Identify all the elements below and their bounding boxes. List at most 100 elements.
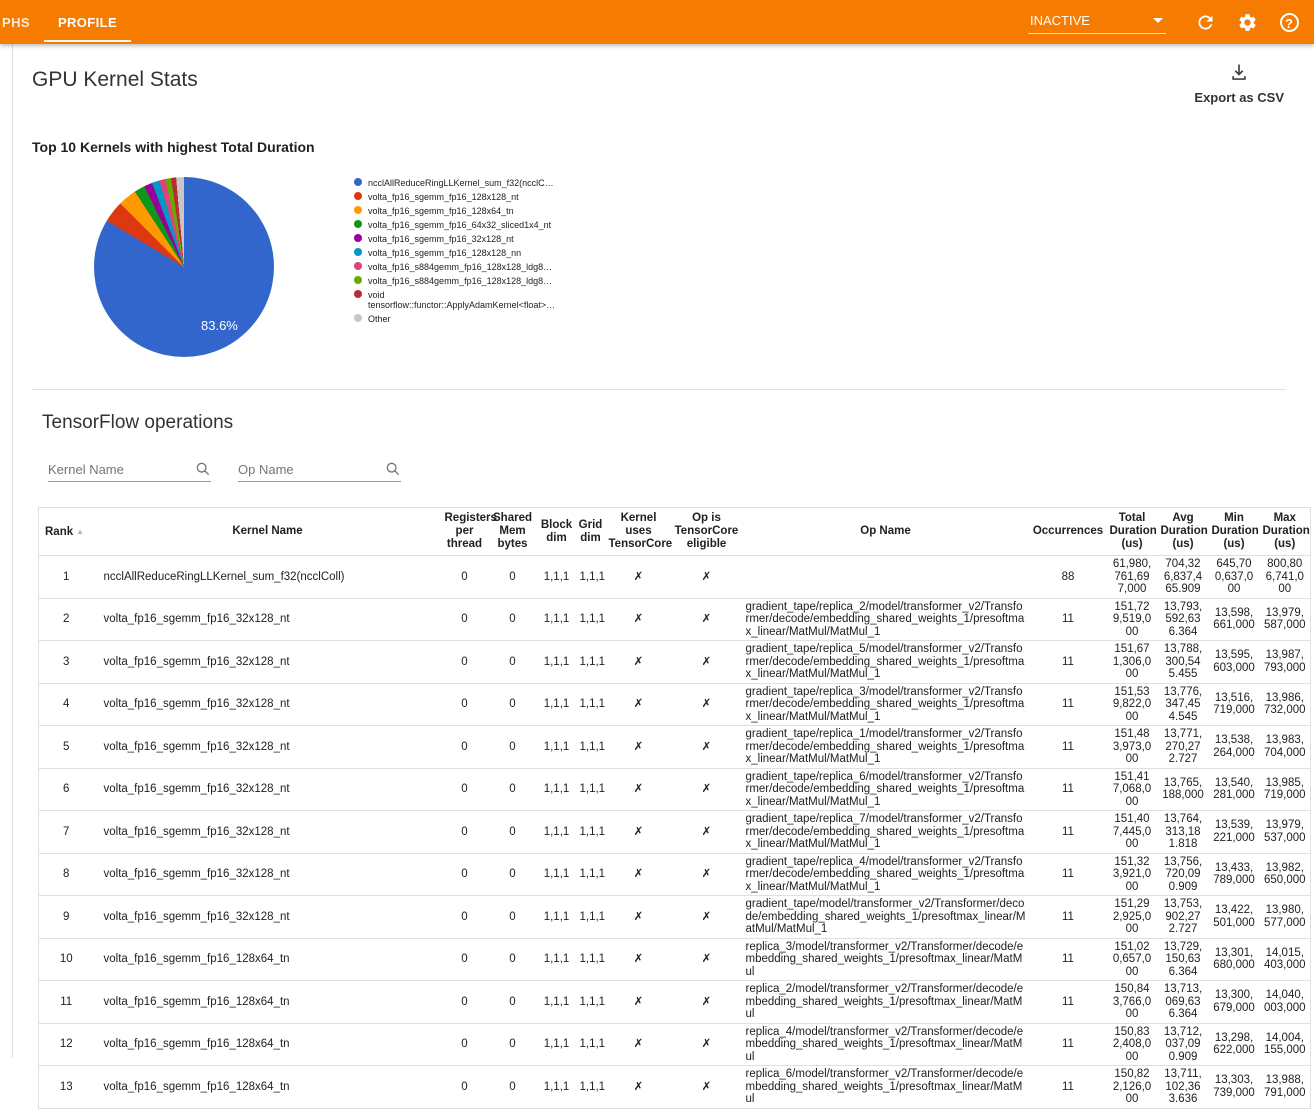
cell-op-name [741, 555, 1030, 598]
cell-total-duration: 61,980,761,697,000 [1106, 555, 1158, 598]
sort-asc-icon: ▲ [76, 526, 85, 536]
profile-pane: GPU Kernel Stats Export as CSV Top 10 Ke… [12, 44, 1314, 1109]
cell-kernel-name: volta_fp16_sgemm_fp16_128x64_tn [93, 1022, 442, 1066]
cell-occurrences: 11 [1029, 725, 1107, 768]
column-header-grid-dim[interactable]: Grid dim [575, 507, 606, 556]
cell-shared-mem-bytes: 0 [487, 810, 538, 853]
cell-grid-dim: 1,1,1 [575, 555, 606, 598]
table-row[interactable]: 8 volta_fp16_sgemm_fp16_32x128_nt 0 0 1,1,1 1… [38, 852, 1311, 896]
pie-chart: 83.6% ncclAllReduceRingLLKernel_sum_f32(… [32, 177, 1286, 373]
cell-min-duration: 13,539,221,000 [1208, 810, 1260, 853]
column-header-total-duration[interactable]: Total Duration (us) [1106, 507, 1158, 556]
cell-avg-duration: 13,776,347,454.545 [1157, 682, 1209, 726]
column-header-min-duration[interactable]: Min Duration (us) [1208, 507, 1260, 556]
cell-kernel-name: volta_fp16_sgemm_fp16_32x128_nt [93, 810, 442, 853]
tab-profile[interactable]: PROFILE [43, 0, 132, 44]
table-row[interactable]: 11 volta_fp16_sgemm_fp16_128x64_tn 0 0 1,1,1… [38, 980, 1311, 1023]
cell-shared-mem-bytes: 0 [487, 767, 538, 811]
legend-item: volta_fp16_s884gemm_fp16_128x128_ldg8… [354, 276, 554, 286]
cell-op-name: gradient_tape/replica_7/model/transforme… [741, 810, 1030, 853]
column-header-occurrences[interactable]: Occurrences [1029, 507, 1107, 556]
cell-registers-per-thread: 0 [441, 597, 488, 641]
cell-min-duration: 13,538,264,000 [1208, 725, 1260, 768]
column-header-op-name[interactable]: Op Name [741, 507, 1030, 556]
cell-total-duration: 151,417,068,000 [1106, 767, 1158, 811]
cell-rank: 3 [38, 640, 94, 683]
cell-total-duration: 151,292,925,000 [1106, 895, 1158, 938]
cell-op-tensorcore-eligible: ✗ [671, 810, 742, 853]
cell-grid-dim: 1,1,1 [575, 682, 606, 726]
column-header-avg-duration[interactable]: Avg Duration (us) [1157, 507, 1209, 556]
table-row[interactable]: 4 volta_fp16_sgemm_fp16_32x128_nt 0 0 1,1,1 1… [38, 682, 1311, 726]
column-header-block-dim[interactable]: Block dim [537, 507, 576, 556]
section-divider [32, 389, 1286, 390]
op-name-filter [238, 461, 401, 482]
cell-shared-mem-bytes: 0 [487, 725, 538, 768]
op-name-input[interactable] [238, 461, 385, 477]
column-header-rank[interactable]: Rank ▲ [38, 507, 94, 556]
filters-row [48, 461, 1298, 482]
table-row[interactable]: 10 volta_fp16_sgemm_fp16_128x64_tn 0 0 1,1,1… [38, 937, 1311, 981]
cell-max-duration: 14,040,003,000 [1259, 980, 1311, 1023]
column-header-kernel-uses-tensorcore[interactable]: Kernel uses TensorCore [605, 507, 672, 556]
cell-shared-mem-bytes: 0 [487, 1022, 538, 1066]
cell-grid-dim: 1,1,1 [575, 1022, 606, 1066]
cell-op-tensorcore-eligible: ✗ [671, 1022, 742, 1066]
cell-min-duration: 13,300,679,000 [1208, 980, 1260, 1023]
cell-max-duration: 13,988,791,000 [1259, 1065, 1311, 1108]
operations-title: TensorFlow operations [42, 412, 234, 433]
table-row[interactable]: 3 volta_fp16_sgemm_fp16_32x128_nt 0 0 1,1,1 1… [38, 640, 1311, 683]
table-row[interactable]: 1 ncclAllReduceRingLLKernel_sum_f32(ncclC… [38, 555, 1311, 598]
cell-kernel-uses-tensorcore: ✗ [605, 767, 672, 811]
column-header-shared-mem-bytes[interactable]: Shared Mem bytes [487, 507, 538, 556]
cell-op-name: gradient_tape/replica_5/model/transforme… [741, 640, 1030, 683]
cell-op-tensorcore-eligible: ✗ [671, 1065, 742, 1108]
legend-swatch [354, 314, 362, 322]
cell-min-duration: 13,298,622,000 [1208, 1022, 1260, 1066]
pie-slices[interactable] [94, 177, 274, 357]
settings-button[interactable] [1235, 10, 1259, 34]
column-header-registers-per-thread[interactable]: Registers per thread [441, 507, 497, 556]
cell-occurrences: 11 [1029, 682, 1107, 726]
cell-min-duration: 13,595,603,000 [1208, 640, 1260, 683]
cell-op-tensorcore-eligible: ✗ [671, 597, 742, 641]
cell-rank: 8 [38, 852, 94, 896]
table-row[interactable]: 13 volta_fp16_sgemm_fp16_128x64_tn 0 0 1,1,1… [38, 1065, 1311, 1108]
cell-occurrences: 11 [1029, 640, 1107, 683]
cell-op-tensorcore-eligible: ✗ [671, 895, 742, 938]
cell-avg-duration: 13,729,150,636.364 [1157, 937, 1209, 981]
cell-occurrences: 11 [1029, 597, 1107, 641]
cell-rank: 4 [38, 682, 94, 726]
column-header-op-tensorcore-eligible[interactable]: Op is TensorCore eligible [671, 507, 742, 556]
cell-op-tensorcore-eligible: ✗ [671, 555, 742, 598]
table-row[interactable]: 6 volta_fp16_sgemm_fp16_32x128_nt 0 0 1,1,1 1… [38, 767, 1311, 811]
tab-graphs[interactable]: PHS [2, 15, 30, 30]
cell-rank: 10 [38, 937, 94, 981]
cell-max-duration: 13,980,577,000 [1259, 895, 1311, 938]
cell-kernel-uses-tensorcore: ✗ [605, 1065, 672, 1108]
table-body: 1 ncclAllReduceRingLLKernel_sum_f32(ncclC… [38, 555, 1311, 1108]
legend-label: volta_fp16_sgemm_fp16_128x128_nn [368, 248, 522, 258]
run-selector[interactable]: INACTIVE [1028, 11, 1166, 34]
help-button[interactable]: ? [1277, 10, 1301, 34]
table-row[interactable]: 2 volta_fp16_sgemm_fp16_32x128_nt 0 0 1,1,1 1… [38, 597, 1311, 641]
cell-occurrences: 11 [1029, 1022, 1107, 1066]
page-title: GPU Kernel Stats [32, 68, 198, 91]
cell-avg-duration: 13,756,720,090.909 [1157, 852, 1209, 896]
legend-label: volta_fp16_sgemm_fp16_128x64_tn [368, 206, 514, 216]
column-header-max-duration[interactable]: Max Duration (us) [1259, 507, 1311, 556]
cell-kernel-uses-tensorcore: ✗ [605, 980, 672, 1023]
cell-total-duration: 151,483,973,000 [1106, 725, 1158, 768]
legend-swatch [354, 276, 362, 284]
table-row[interactable]: 7 volta_fp16_sgemm_fp16_32x128_nt 0 0 1,1,1 1… [38, 810, 1311, 853]
refresh-button[interactable] [1193, 10, 1217, 34]
table-row[interactable]: 5 volta_fp16_sgemm_fp16_32x128_nt 0 0 1,1,1 1… [38, 725, 1311, 768]
export-csv-button[interactable]: Export as CSV [1194, 62, 1284, 105]
cell-block-dim: 1,1,1 [537, 555, 576, 598]
column-header-kernel-name[interactable]: Kernel Name [93, 507, 442, 556]
kernel-name-input[interactable] [48, 461, 195, 477]
table-row[interactable]: 9 volta_fp16_sgemm_fp16_32x128_nt 0 0 1,1,1 1… [38, 895, 1311, 938]
table-header-row: Rank ▲ Kernel Name Registers per thread Shar… [38, 507, 1311, 556]
cell-avg-duration: 704,326,837,465.909 [1157, 555, 1209, 598]
table-row[interactable]: 12 volta_fp16_sgemm_fp16_128x64_tn 0 0 1,1,1… [38, 1022, 1311, 1066]
